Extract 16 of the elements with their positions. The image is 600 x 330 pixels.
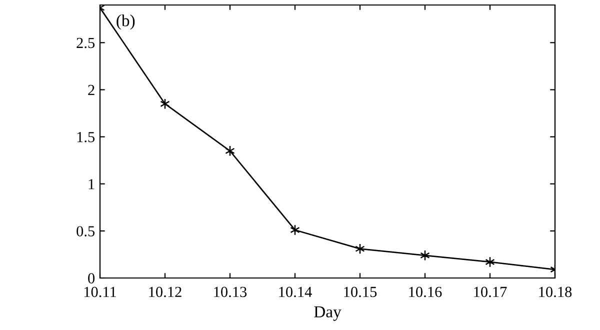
x-tick-label: 10.11 bbox=[84, 286, 116, 298]
x-tick-label: 10.13 bbox=[214, 286, 247, 298]
y-tick-label: 1 bbox=[88, 179, 94, 190]
x-tick-label: 10.18 bbox=[539, 286, 572, 298]
x-tick-label: 10.12 bbox=[149, 286, 182, 298]
y-tick-label: 2.5 bbox=[76, 38, 95, 48]
x-tick-label: 10.14 bbox=[279, 286, 312, 298]
annotation: (b) bbox=[116, 14, 135, 30]
y-tick-label: 0 bbox=[88, 273, 95, 284]
y-tick-label: 0.5 bbox=[76, 226, 95, 236]
x-tick-label: 10.17 bbox=[474, 286, 507, 298]
x-axis-title: Day bbox=[314, 306, 342, 321]
x-tick-label: 10.15 bbox=[344, 286, 377, 298]
y-tick-label: 2 bbox=[88, 84, 94, 96]
y-tick-label: 1.5 bbox=[77, 132, 95, 142]
x-tick-label: 10.16 bbox=[409, 286, 442, 298]
